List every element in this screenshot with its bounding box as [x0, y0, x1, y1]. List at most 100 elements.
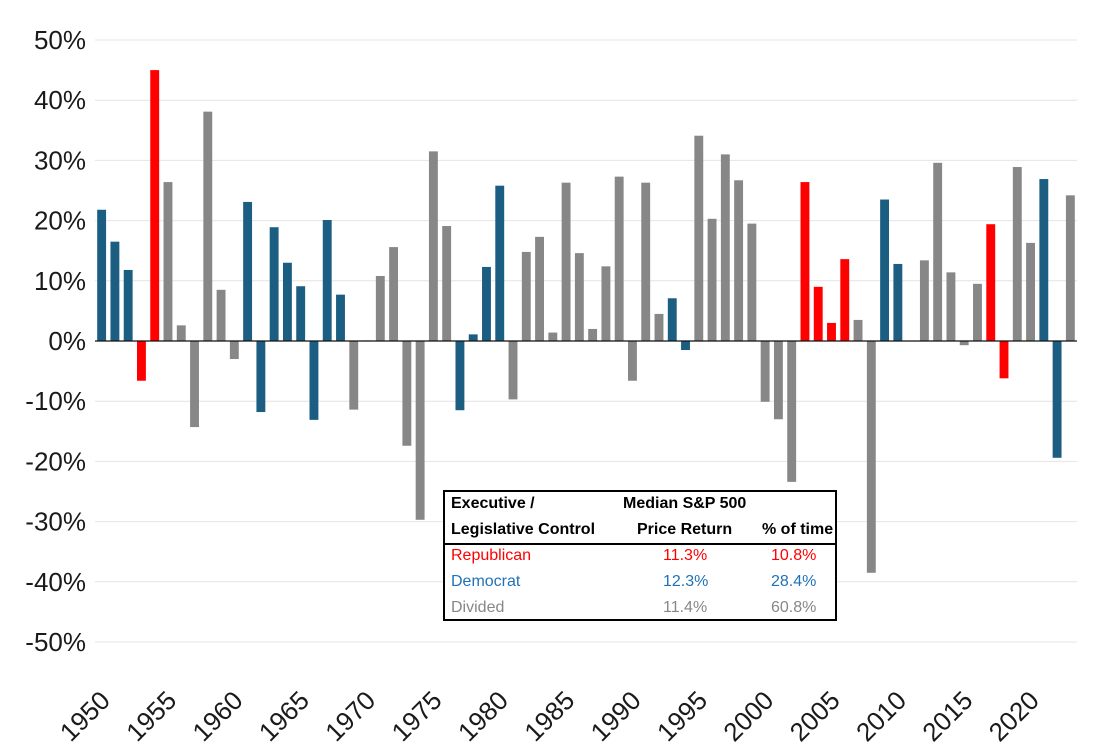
bar-1959	[216, 289, 226, 341]
y-tick-label: -20%	[25, 446, 86, 476]
x-tick-label: 2000	[717, 685, 779, 744]
x-tick-label: 1975	[386, 685, 448, 744]
legend-header-pct-time: % of time	[762, 521, 834, 538]
y-tick-label: 0%	[48, 326, 86, 356]
bar-1974	[415, 341, 425, 520]
x-tick-label: 1980	[452, 685, 514, 744]
bar-1985	[561, 182, 571, 341]
bar-2022	[1052, 341, 1062, 458]
bar-2001	[773, 341, 783, 420]
bar-1976	[442, 226, 452, 341]
y-axis-ticks: 50% 40% 30% 20% 10% 0% -10% -20% -30% -40% -50%	[25, 25, 86, 657]
legend-header-control-line2: Legislative Control	[451, 521, 596, 538]
y-tick-label: -10%	[25, 386, 86, 416]
bar-1960	[229, 341, 239, 360]
legend-row-republican-pct: 10.8%	[771, 547, 817, 564]
bar-2002	[787, 341, 797, 482]
x-tick-label: 1990	[585, 685, 647, 744]
x-tick-label: 1965	[253, 685, 315, 744]
bar-1964	[282, 262, 292, 341]
x-tick-label: 1970	[319, 685, 381, 744]
bar-1953	[137, 341, 146, 381]
legend-header-median-line2: Price Return	[637, 521, 733, 538]
legend-table: Executive / Legislative Control Median S…	[443, 490, 837, 621]
bar-2008	[866, 341, 876, 573]
bar-1973	[402, 341, 412, 446]
bar-2017	[986, 224, 996, 341]
bar-1999	[747, 223, 757, 341]
bar-1980	[495, 185, 505, 341]
bar-2007	[853, 319, 863, 341]
legend-row-divided-label: Divided	[451, 599, 505, 616]
bar-1984	[548, 332, 558, 341]
bar-2023	[1065, 195, 1075, 341]
bar-2021	[1039, 179, 1049, 341]
legend-row-democrat-label: Democrat	[451, 573, 521, 590]
legend-row-divided-pct: 60.8%	[771, 599, 817, 616]
bar-1982	[521, 251, 531, 341]
bar-1951	[110, 241, 120, 341]
bar-1994	[681, 341, 690, 351]
bar-2000	[760, 341, 770, 402]
bar-1955	[163, 182, 173, 341]
bar-2009	[880, 199, 890, 341]
bar-1967	[322, 220, 332, 341]
y-tick-label: -50%	[25, 627, 86, 657]
bar-1992	[654, 313, 664, 341]
bar-1972	[389, 247, 399, 341]
legend-row-republican-label: Republican	[451, 547, 532, 564]
bar-2015	[959, 341, 969, 346]
bar-1969	[349, 341, 359, 410]
x-tick-label: 2005	[784, 685, 846, 744]
bar-1966	[309, 341, 319, 420]
bar-2016	[973, 283, 982, 341]
legend-header-divider	[445, 543, 835, 545]
bar-1963	[269, 227, 279, 341]
bar-2012	[919, 260, 929, 341]
bar-1988	[601, 266, 611, 341]
bar-2013	[933, 162, 943, 341]
x-tick-label: 1950	[54, 685, 116, 744]
x-tick-label: 1985	[518, 685, 580, 744]
bar-1995	[694, 135, 704, 341]
bar-1978	[468, 334, 478, 341]
bar-1956	[176, 325, 186, 341]
legend-header-control-line1: Executive /	[451, 495, 535, 512]
x-tick-label: 2020	[983, 685, 1045, 744]
bar-1991	[641, 182, 651, 341]
x-axis-ticks: 1950 1955 1960 1965 1970 1975 1980 1985 1990 1995…	[54, 685, 1045, 744]
bar-2014	[946, 272, 956, 341]
y-tick-label: 20%	[34, 206, 86, 236]
x-tick-label: 2015	[916, 685, 978, 744]
bar-2004	[813, 286, 823, 341]
bar-1977	[455, 341, 465, 411]
y-tick-label: 30%	[34, 145, 86, 175]
bar-1971	[375, 275, 385, 341]
legend-row-divided-median: 11.4%	[663, 599, 708, 616]
bar-1981	[508, 341, 518, 400]
bar-1983	[535, 236, 544, 341]
bar-2006	[840, 259, 850, 341]
bar-1997	[720, 154, 730, 341]
bar-1989	[614, 176, 624, 341]
bar-1961	[243, 201, 253, 341]
y-tick-label: -30%	[25, 507, 86, 537]
y-tick-label: 10%	[34, 266, 86, 296]
bar-1998	[734, 180, 744, 341]
bar-1996	[707, 218, 717, 341]
bar-1979	[482, 266, 491, 341]
bar-2005	[827, 322, 836, 341]
bar-1990	[628, 341, 637, 381]
bar-1968	[336, 294, 345, 341]
legend-header-median-line1: Median S&P 500	[623, 495, 747, 512]
bar-1958	[203, 111, 213, 341]
bar-1986	[574, 253, 584, 341]
bar-1962	[256, 341, 266, 413]
bar-1952	[123, 269, 133, 341]
x-tick-label: 2010	[850, 685, 912, 744]
bar-1950	[97, 209, 107, 341]
x-tick-label: 1955	[120, 685, 182, 744]
x-tick-label: 1995	[651, 685, 713, 744]
legend-row-republican-median: 11.3%	[663, 547, 708, 564]
